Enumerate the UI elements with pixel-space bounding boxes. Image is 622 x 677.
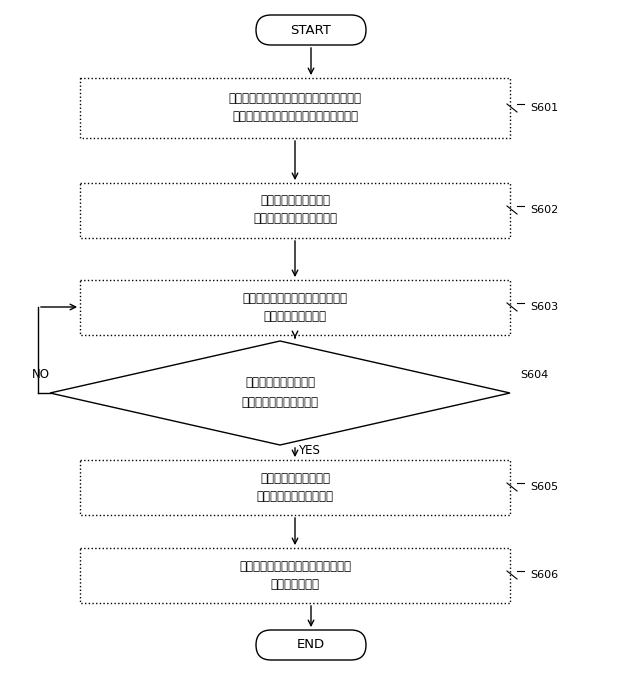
Text: ベアラ設定完了通知を: ベアラ設定完了通知を xyxy=(245,376,315,389)
Text: ベアラの設定を上位ネットワークに要求: ベアラの設定を上位ネットワークに要求 xyxy=(232,110,358,123)
Text: ベアラの設定の指示を: ベアラの設定の指示を xyxy=(260,194,330,207)
Text: S606: S606 xyxy=(530,570,558,580)
Text: 上位ネットワークに通知: 上位ネットワークに通知 xyxy=(256,489,333,502)
FancyBboxPatch shape xyxy=(256,630,366,660)
Text: S604: S604 xyxy=(520,370,548,380)
Text: START: START xyxy=(290,24,332,37)
Bar xyxy=(80,548,510,603)
Text: END: END xyxy=(297,638,325,651)
Text: 無線端末に送信: 無線端末に送信 xyxy=(271,577,320,590)
Text: 第２の無線局から受信？: 第２の無線局から受信？ xyxy=(241,397,318,410)
Text: 上位ネットワークから受信: 上位ネットワークから受信 xyxy=(253,213,337,225)
Text: S603: S603 xyxy=(530,302,558,312)
Text: 無線端末のためのベアラの設定を: 無線端末のためのベアラの設定を xyxy=(243,292,348,305)
Text: 無線端末のための第２の無線局を経由する: 無線端末のための第２の無線局を経由する xyxy=(228,93,361,106)
Bar xyxy=(80,280,510,334)
Text: S602: S602 xyxy=(530,205,559,215)
Text: S601: S601 xyxy=(530,103,558,113)
Bar xyxy=(80,183,510,238)
Text: YES: YES xyxy=(298,443,320,456)
Text: 第２の無線局に指示: 第２の無線局に指示 xyxy=(264,309,327,322)
Text: S605: S605 xyxy=(530,482,558,492)
Polygon shape xyxy=(50,341,510,445)
Text: 第２のセルの使用開始を示す信号を: 第２のセルの使用開始を示す信号を xyxy=(239,559,351,573)
Bar xyxy=(80,78,510,138)
Bar xyxy=(80,460,510,515)
Text: ベアラの設定の完了を: ベアラの設定の完了を xyxy=(260,471,330,485)
FancyBboxPatch shape xyxy=(256,15,366,45)
Text: NO: NO xyxy=(32,368,50,382)
